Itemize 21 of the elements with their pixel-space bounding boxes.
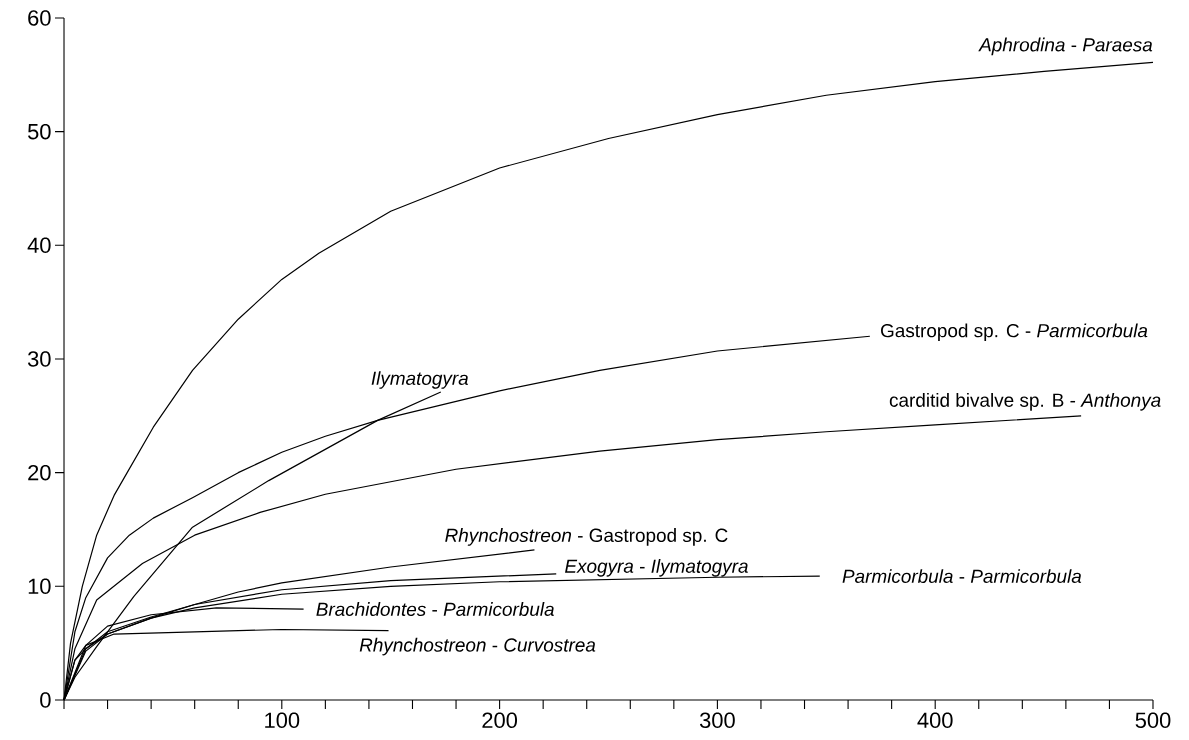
- x-tick-label: 400: [917, 712, 953, 729]
- y-tick-label: 50: [27, 123, 51, 140]
- x-tick-label: 300: [699, 712, 735, 729]
- series-label: Rhynchostreon - Curvostrea: [359, 637, 596, 656]
- series-label: Brachidontes - Parmicorbula: [316, 602, 554, 616]
- x-tick-label: 200: [482, 712, 518, 729]
- y-tick-label: 40: [27, 237, 51, 254]
- y-tick-label: 30: [27, 351, 51, 367]
- x-tick-label: 100: [265, 712, 300, 729]
- y-tick-label: 60: [28, 10, 51, 26]
- series-label: carditid bivalve sp. B - Anthonya: [889, 393, 1161, 411]
- series-label: Gastropod sp. C - Parmicorbula: [881, 323, 1148, 342]
- series-label: Parmicorbula - Parmicorbula: [842, 569, 1082, 584]
- y-tick-label: 20: [28, 464, 51, 481]
- x-tick-label: 500: [1135, 712, 1171, 729]
- series-label: Rhynchostreon - Gastropod sp. C: [445, 528, 728, 546]
- series-label: Aphrodina - Paraesa: [978, 37, 1153, 56]
- series-label: Ilymatogyra: [371, 371, 469, 389]
- y-tick-label: 0: [40, 692, 51, 708]
- series-label: Exogyra - Ilymatogyra: [565, 558, 748, 577]
- y-tick-label: 10: [28, 578, 51, 595]
